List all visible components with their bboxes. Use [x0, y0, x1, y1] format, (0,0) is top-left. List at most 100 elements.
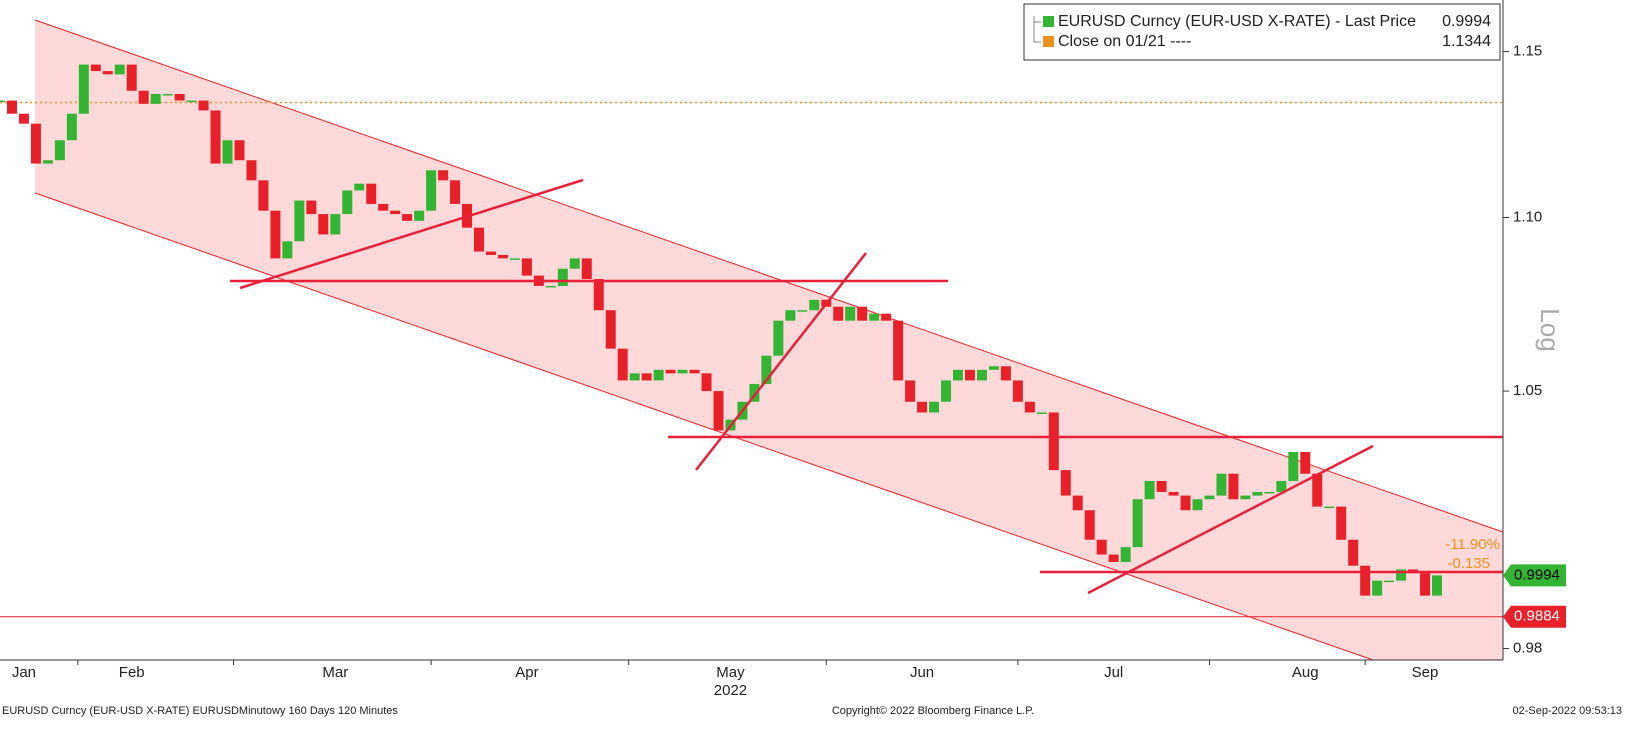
- price-bar: [893, 320, 904, 381]
- price-bar: [390, 210, 401, 215]
- x-tick-label: Mar: [322, 664, 348, 681]
- price-bar: [689, 369, 700, 374]
- y-tick-label: 1.05: [1513, 382, 1542, 399]
- price-bar: [354, 183, 365, 191]
- price-bar: [1096, 539, 1107, 555]
- last-price-tag-box: [1503, 564, 1566, 587]
- y-tick-label: 1.15: [1513, 43, 1542, 60]
- price-bar: [485, 251, 496, 255]
- price-bar: [306, 200, 317, 215]
- channel: [34, 19, 1504, 661]
- x-tick-label: Sep: [1412, 664, 1439, 681]
- price-bar: [1360, 565, 1371, 596]
- price-bar: [833, 306, 844, 321]
- price-bar: [1072, 495, 1083, 511]
- legend-label: Close on 01/21 ----: [1058, 33, 1191, 50]
- price-bar: [617, 348, 628, 381]
- price-bar: [869, 313, 880, 321]
- price-bar: [1192, 499, 1203, 511]
- price-bar: [857, 306, 868, 321]
- price-bar: [1384, 580, 1395, 583]
- price-bar: [414, 210, 425, 221]
- year-label: 2022: [714, 682, 747, 699]
- x-tick-label: Jan: [12, 664, 36, 681]
- price-bar: [749, 383, 760, 402]
- price-bar: [474, 227, 484, 252]
- price-bar: [42, 160, 53, 164]
- price-bar: [426, 170, 437, 211]
- price-bar: [162, 93, 173, 96]
- price-bar: [1264, 491, 1275, 494]
- y-tick-label: 1.10: [1513, 208, 1542, 225]
- price-bar: [54, 140, 65, 161]
- price-bar: [282, 241, 293, 259]
- price-bar: [713, 391, 724, 431]
- x-tick-label: Jul: [1104, 664, 1123, 681]
- price-bar: [881, 313, 892, 321]
- x-tick-label: May: [716, 664, 745, 681]
- x-tick-label: Feb: [119, 664, 145, 681]
- price-bar: [1216, 473, 1227, 496]
- legend-swatch: [1043, 36, 1054, 47]
- price-bar: [1432, 575, 1442, 596]
- price-bar: [6, 100, 17, 114]
- y-tick-label: 0.98: [1513, 640, 1542, 657]
- price-bar: [1288, 451, 1299, 482]
- price-bar: [557, 268, 568, 286]
- price-bar: [1156, 481, 1167, 492]
- price-bar: [378, 203, 389, 211]
- price-bar: [545, 285, 556, 288]
- price-bar: [1180, 495, 1191, 511]
- legend-box: [1023, 3, 1501, 61]
- price-bar: [905, 380, 916, 402]
- price-bar: [1336, 506, 1347, 540]
- price-bar: [1372, 580, 1383, 596]
- price-bar: [0, 100, 5, 103]
- price-bar: [1420, 573, 1431, 596]
- x-tick-label: Jun: [910, 664, 934, 681]
- support-tag-box: [1503, 605, 1566, 628]
- price-bar: [1228, 473, 1239, 500]
- price-bar: [450, 180, 461, 204]
- price-bar: [509, 258, 520, 260]
- price-bar: [1036, 412, 1047, 414]
- legend-label: EURUSD Curncy (EUR-USD X-RATE) - Last Pr…: [1058, 13, 1416, 30]
- price-bar: [66, 113, 77, 141]
- price-bar: [210, 110, 221, 164]
- price-bar: [785, 310, 796, 321]
- price-bar: [222, 140, 233, 164]
- plot: [0, 64, 1503, 618]
- price-bar: [569, 258, 580, 269]
- price-bar: [641, 373, 652, 381]
- price-bar: [1084, 510, 1095, 540]
- price-bar: [1396, 569, 1407, 581]
- price-bar: [1348, 539, 1359, 566]
- price-bar: [797, 310, 808, 312]
- legend-value: 0.9994: [1442, 13, 1491, 30]
- price-bar: [809, 299, 820, 311]
- price-bar: [1024, 401, 1035, 413]
- footer-left: EURUSD Curncy (EUR-USD X-RATE) EURUSDMin…: [2, 705, 398, 717]
- price-bar: [1108, 554, 1119, 562]
- price-bar: [701, 373, 712, 392]
- price-bar: [318, 214, 329, 235]
- price-bar: [629, 373, 640, 381]
- price-bar: [1060, 470, 1071, 496]
- price-bar: [677, 369, 688, 374]
- price-bar: [366, 183, 377, 204]
- trendline: [695, 252, 867, 471]
- price-bar: [1204, 495, 1215, 500]
- price-bar: [581, 258, 592, 280]
- footer-center: Copyright© 2022 Bloomberg Finance L.P.: [832, 705, 1034, 717]
- change-pct: -11.90%: [1445, 536, 1500, 553]
- price-bar: [438, 170, 449, 181]
- x-tick-label: Apr: [515, 664, 538, 681]
- support-tag-label: 0.9884: [1514, 608, 1560, 625]
- price-bar: [964, 369, 975, 381]
- price-bar: [246, 160, 257, 181]
- price-bar: [402, 214, 413, 221]
- price-bar: [18, 113, 29, 124]
- change: -0.135: [1447, 555, 1490, 572]
- price-bar: [114, 64, 125, 75]
